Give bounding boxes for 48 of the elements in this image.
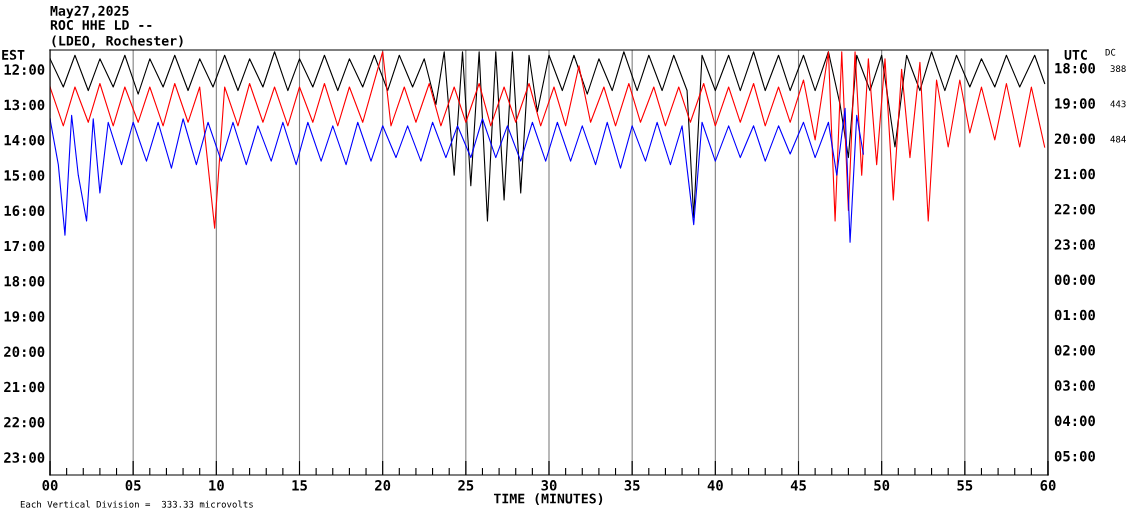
x-tick-label: 20 [375, 480, 391, 491]
x-axis-title: TIME (MINUTES) [493, 493, 603, 506]
text: 01:00 [1054, 309, 1095, 321]
y-tick-label: 15:00 [4, 170, 45, 181]
text: 20:00 [1054, 133, 1095, 144]
y-tick-label: 20:00 [4, 346, 45, 358]
y-tick-label: 12:00 [4, 64, 45, 75]
x-tick-label: 15 [292, 480, 307, 491]
chart-title: May27,2025 [50, 5, 129, 19]
text: EST [2, 49, 25, 60]
text: 02:00 [1054, 345, 1095, 356]
y-tick-label: 13:00 [4, 99, 45, 111]
x-tick-label: 25 [458, 480, 474, 491]
text: 04:00 [1054, 415, 1095, 427]
text: 22:00 [1054, 204, 1095, 215]
y-tick-label: 14:00 [4, 134, 45, 146]
text: Each Vertical Division = 333.33 microvolts [20, 500, 253, 508]
x-tick-label: 10 [209, 480, 224, 491]
y-tick-label: 16:00 [4, 205, 45, 216]
x-tick-label: 50 [874, 480, 890, 491]
x-tick-label: 00 [42, 480, 58, 491]
x-tick-label: 30 [541, 480, 557, 491]
x-tick-label: 60 [1040, 480, 1056, 491]
y-tick-label: 17:00 [4, 240, 45, 252]
text: 21:00 [1054, 168, 1095, 180]
y-tick-label: 22:00 [4, 417, 45, 428]
text: 23:00 [1054, 239, 1095, 250]
text: UTC [1064, 49, 1087, 60]
text: 18:00 [1055, 62, 1095, 74]
text: 00:00 [1054, 274, 1095, 286]
y-tick-label: 21:00 [4, 381, 45, 393]
text: 388 [1110, 65, 1126, 73]
text: 443 [1110, 100, 1126, 108]
x-tick-label: 55 [957, 480, 973, 491]
x-tick-label: 40 [707, 480, 723, 491]
text: 484 [1110, 135, 1126, 143]
y-tick-label: 19:00 [4, 311, 45, 322]
text: DC [1105, 48, 1116, 56]
x-tick-label: 05 [125, 480, 141, 491]
x-tick-label: 45 [790, 480, 806, 491]
text: 03:00 [1054, 380, 1095, 391]
line-series [50, 107, 864, 243]
text: 05:00 [1054, 450, 1095, 462]
text: 19:00 [1055, 98, 1095, 109]
y-tick-label: 23:00 [4, 452, 45, 463]
chart-subtitle: ROC HHE LD -- (LDEO, Rochester) [50, 19, 183, 48]
y-tick-label: 18:00 [4, 275, 45, 287]
x-tick-label: 35 [624, 480, 640, 491]
